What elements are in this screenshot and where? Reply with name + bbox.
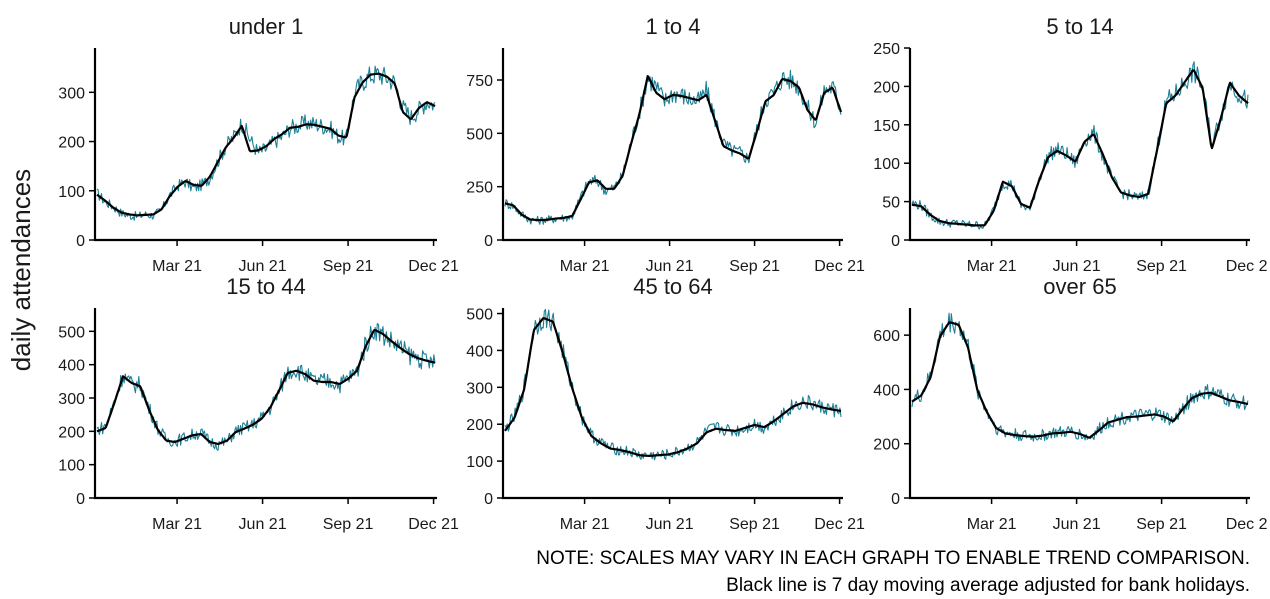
x-tick-label: Sep 21 <box>1136 258 1187 275</box>
moving-average-line <box>911 69 1249 227</box>
y-tick-label: 50 <box>882 195 900 212</box>
daily-attendance-line <box>504 69 842 225</box>
x-tick-label: Mar 21 <box>152 258 202 275</box>
y-tick-label: 0 <box>76 233 85 250</box>
y-tick-label: 300 <box>58 85 85 102</box>
y-tick-label: 500 <box>466 126 493 143</box>
y-tick-label: 200 <box>58 135 85 152</box>
x-tick-label: Jun 21 <box>646 516 694 533</box>
x-tick-label: Jun 21 <box>239 516 287 533</box>
daily-attendance-line <box>911 61 1249 230</box>
y-tick-label: 500 <box>58 324 85 341</box>
x-tick-label: Dec 21 <box>814 258 865 275</box>
panel-title: 45 to 64 <box>633 274 713 299</box>
x-tick-label: Mar 21 <box>967 258 1017 275</box>
y-tick-label: 250 <box>873 41 900 58</box>
x-tick-label: Jun 21 <box>1053 516 1101 533</box>
y-tick-label: 400 <box>58 358 85 375</box>
y-tick-label: 600 <box>873 328 900 345</box>
x-tick-label: Dec 2 <box>1226 258 1268 275</box>
y-tick-label: 200 <box>466 417 493 434</box>
panel-title: over 65 <box>1043 274 1116 299</box>
y-tick-label: 250 <box>466 180 493 197</box>
y-tick-label: 0 <box>484 491 493 508</box>
panel: 5 to 14 0 50 100 150 200 250 Mar 21 Jun 21 Sep 21… <box>873 14 1267 275</box>
moving-average-line <box>504 317 842 457</box>
y-tick-label: 300 <box>466 380 493 397</box>
moving-average-line <box>911 321 1249 439</box>
x-tick-label: Dec 21 <box>408 516 459 533</box>
x-tick-label: Jun 21 <box>1053 258 1101 275</box>
panel: over 65 0 200 400 600 Mar 21 Jun 21 Sep 21 Dec 2 <box>873 274 1267 533</box>
y-tick-label: 100 <box>58 184 85 201</box>
panel: 45 to 64 0 100 200 300 400 500 Mar 21 Jun 21 Sep … <box>466 274 865 533</box>
x-tick-label: Sep 21 <box>729 258 780 275</box>
moving-average-line <box>504 74 843 222</box>
y-tick-label: 100 <box>873 156 900 173</box>
moving-average-note: Black line is 7 day moving average adjus… <box>726 575 1250 596</box>
y-tick-label: 100 <box>466 454 493 471</box>
panel-title: under 1 <box>229 14 304 39</box>
y-tick-label: 400 <box>466 343 493 360</box>
x-tick-label: Dec 21 <box>814 516 865 533</box>
panel-title: 5 to 14 <box>1046 14 1113 39</box>
x-tick-label: Mar 21 <box>967 516 1017 533</box>
panel: 1 to 4 0 250 500 750 Mar 21 Jun 21 Sep 21 Dec 21 <box>466 14 865 275</box>
daily-attendance-line <box>911 312 1249 442</box>
y-tick-label: 0 <box>891 233 900 250</box>
facet-chart: daily attendances under 1 0 100 200 300 Mar 21… <box>6 14 1268 533</box>
x-tick-label: Sep 21 <box>323 258 374 275</box>
y-tick-label: 500 <box>466 307 493 324</box>
y-tick-label: 200 <box>873 437 900 454</box>
panel: 15 to 44 0 100 200 300 400 500 Mar 21 Jun 21 Sep … <box>58 274 459 533</box>
y-tick-label: 400 <box>873 382 900 399</box>
x-tick-label: Dec 2 <box>1226 516 1268 533</box>
x-tick-label: Sep 21 <box>1136 516 1187 533</box>
y-tick-label: 200 <box>873 79 900 96</box>
y-tick-label: 0 <box>484 233 493 250</box>
moving-average-line <box>96 72 436 217</box>
daily-attendance-line <box>96 65 436 221</box>
panel: under 1 0 100 200 300 Mar 21 Jun 21 Sep 21 Dec 2… <box>58 14 459 275</box>
panel-title: 1 to 4 <box>645 14 700 39</box>
y-tick-label: 0 <box>891 491 900 508</box>
panel-title: 15 to 44 <box>226 274 306 299</box>
x-tick-label: Sep 21 <box>729 516 780 533</box>
x-tick-label: Sep 21 <box>323 516 374 533</box>
x-tick-label: Mar 21 <box>560 516 610 533</box>
y-tick-label: 100 <box>58 458 85 475</box>
y-tick-label: 0 <box>76 491 85 508</box>
daily-attendance-line <box>96 322 436 451</box>
y-axis-title: daily attendances <box>6 169 36 371</box>
y-tick-label: 200 <box>58 424 85 441</box>
moving-average-line <box>96 328 436 445</box>
x-tick-label: Mar 21 <box>560 258 610 275</box>
y-tick-label: 150 <box>873 118 900 135</box>
scale-note: NOTE: SCALES MAY VARY IN EACH GRAPH TO E… <box>536 548 1250 569</box>
x-tick-label: Dec 21 <box>408 258 459 275</box>
x-tick-label: Mar 21 <box>152 516 202 533</box>
x-tick-label: Jun 21 <box>239 258 287 275</box>
y-tick-label: 300 <box>58 391 85 408</box>
x-tick-label: Jun 21 <box>646 258 694 275</box>
y-tick-label: 750 <box>466 73 493 90</box>
